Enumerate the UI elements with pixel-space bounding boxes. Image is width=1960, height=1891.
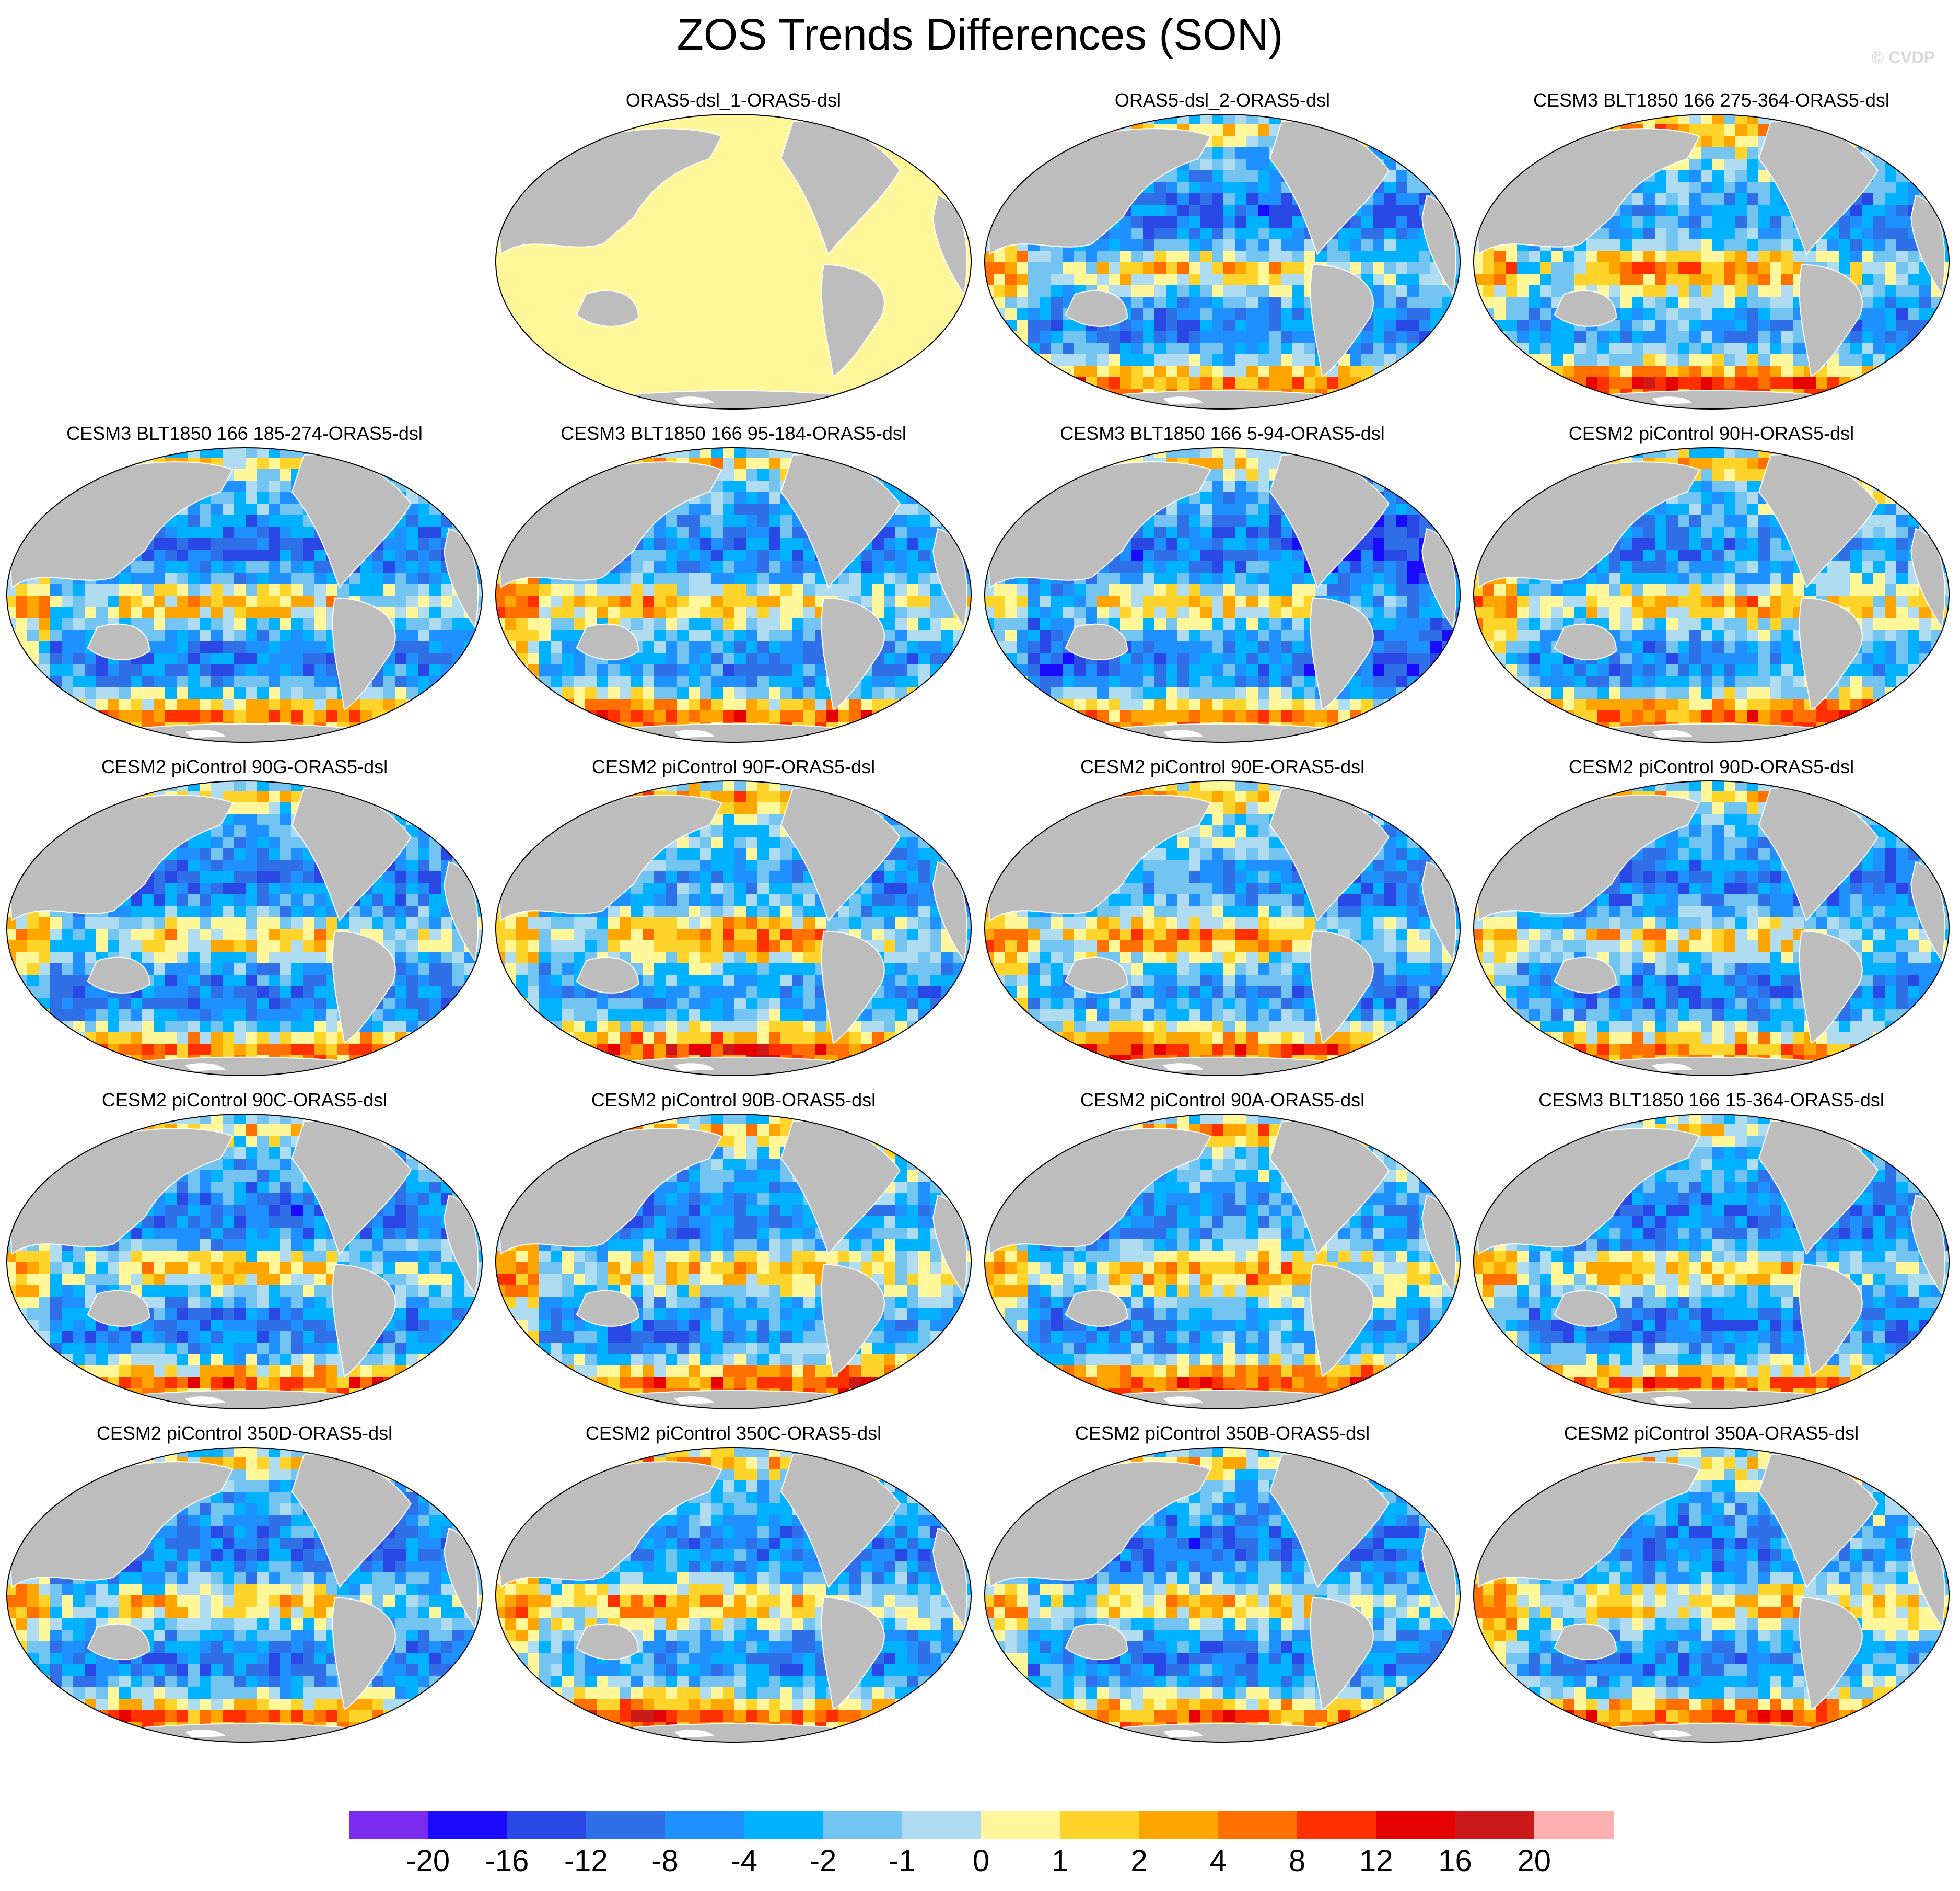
colorbar-tick-label: -4 xyxy=(730,1844,758,1878)
colorbar-box xyxy=(507,1811,587,1839)
colorbar-tick-label: -2 xyxy=(809,1844,837,1878)
map-panel: CESM2 piControl 350D-ORAS5-dsl xyxy=(0,1422,489,1746)
map-panel: CESM2 piControl 90G-ORAS5-dsl xyxy=(0,755,489,1079)
colorbar-box xyxy=(981,1811,1060,1839)
ocean-map xyxy=(6,447,483,743)
ocean-map xyxy=(1473,780,1950,1076)
map-panel: CESM2 piControl 90D-ORAS5-dsl xyxy=(1467,755,1956,1079)
panel-title: CESM3 BLT1850 166 5-94-ORAS5-dsl xyxy=(1060,423,1385,444)
map-panel: CESM2 piControl 90A-ORAS5-dsl xyxy=(978,1089,1467,1413)
ocean-map xyxy=(984,114,1461,410)
ocean-map xyxy=(495,1447,972,1743)
ocean-map xyxy=(495,447,972,743)
ocean-map xyxy=(495,1114,972,1409)
colorbar-tick-label: -20 xyxy=(406,1844,450,1878)
colorbar-box xyxy=(1139,1811,1219,1839)
colorbar-box xyxy=(902,1811,982,1839)
colorbar-box xyxy=(586,1811,666,1839)
ocean-map xyxy=(984,780,1461,1076)
colorbar-box xyxy=(823,1811,903,1839)
ocean-map xyxy=(1473,114,1950,410)
map-panel: CESM2 piControl 350C-ORAS5-dsl xyxy=(489,1422,978,1746)
ocean-map xyxy=(6,1447,483,1743)
ocean-map xyxy=(1473,1114,1950,1409)
ocean-map xyxy=(6,1114,483,1409)
colorbar-tick-label: -8 xyxy=(651,1844,679,1878)
colorbar-tick-label: -16 xyxy=(485,1844,529,1878)
colorbar-box xyxy=(1297,1811,1376,1839)
colorbar-tick-label: 16 xyxy=(1438,1844,1472,1878)
panel-title: ORAS5-dsl_1-ORAS5-dsl xyxy=(625,89,842,111)
colorbar-box xyxy=(1060,1811,1139,1839)
map-panel: CESM3 BLT1850 166 275-364-ORAS5-dsl xyxy=(1467,89,1956,413)
credit-watermark: © CVDP xyxy=(1871,48,1935,67)
colorbar-tick-label: -1 xyxy=(888,1844,916,1878)
colorbar-box xyxy=(1376,1811,1455,1839)
panel-title: CESM2 piControl 90F-ORAS5-dsl xyxy=(591,756,876,777)
panel-title: CESM3 BLT1850 166 95-184-ORAS5-dsl xyxy=(561,423,906,444)
map-panel: CESM2 piControl 90E-ORAS5-dsl xyxy=(978,755,1467,1079)
panel-title: CESM2 piControl 350C-ORAS5-dsl xyxy=(585,1422,882,1444)
colorbar-tick-label: 20 xyxy=(1517,1844,1551,1878)
colorbar-box xyxy=(1534,1811,1614,1839)
ocean-map xyxy=(6,780,483,1076)
panel-title: CESM3 BLT1850 166 275-364-ORAS5-dsl xyxy=(1533,89,1889,111)
panel-title: CESM3 BLT1850 166 15-364-ORAS5-dsl xyxy=(1538,1089,1884,1111)
map-panel: CESM2 piControl 90H-ORAS5-dsl xyxy=(1467,422,1956,746)
panel-title: CESM2 piControl 90G-ORAS5-dsl xyxy=(101,756,388,777)
colorbar-box xyxy=(744,1811,823,1839)
map-panel: CESM2 piControl 350A-ORAS5-dsl xyxy=(1467,1422,1956,1746)
panel-title: CESM2 piControl 90B-ORAS5-dsl xyxy=(591,1089,876,1111)
colorbar-tick-label: -12 xyxy=(564,1844,608,1878)
map-panel: CESM2 piControl 90B-ORAS5-dsl xyxy=(489,1089,978,1413)
panel-title: CESM2 piControl 350B-ORAS5-dsl xyxy=(1075,1422,1370,1444)
map-panel: CESM2 piControl 350B-ORAS5-dsl xyxy=(978,1422,1467,1746)
colorbar-tick-label: 2 xyxy=(1130,1844,1148,1878)
panel-title: CESM2 piControl 90C-ORAS5-dsl xyxy=(101,1089,388,1111)
figure-title: ZOS Trends Differences (SON) xyxy=(676,10,1284,59)
map-panel: ORAS5-dsl_2-ORAS5-dsl xyxy=(978,89,1467,413)
colorbar-box xyxy=(1455,1811,1535,1839)
panel-title: CESM2 piControl 90H-ORAS5-dsl xyxy=(1568,423,1854,444)
ocean-map xyxy=(984,1447,1461,1743)
ocean-map xyxy=(1473,1447,1950,1743)
ocean-map xyxy=(984,1114,1461,1409)
map-panel: CESM3 BLT1850 166 95-184-ORAS5-dsl xyxy=(489,422,978,746)
panel-title: CESM2 piControl 350D-ORAS5-dsl xyxy=(96,1422,393,1444)
ocean-map xyxy=(495,114,972,410)
colorbar-tick-label: 12 xyxy=(1359,1844,1393,1878)
ocean-map xyxy=(495,780,972,1076)
panel-title: CESM3 BLT1850 166 185-274-ORAS5-dsl xyxy=(66,423,423,444)
panel-title: CESM2 piControl 90A-ORAS5-dsl xyxy=(1080,1089,1365,1111)
colorbar-box xyxy=(1218,1811,1298,1839)
map-panel: CESM3 BLT1850 166 5-94-ORAS5-dsl xyxy=(978,422,1467,746)
map-panel: CESM2 piControl 90C-ORAS5-dsl xyxy=(0,1089,489,1413)
map-panel: CESM3 BLT1850 166 185-274-ORAS5-dsl xyxy=(0,422,489,746)
panel-title: ORAS5-dsl_2-ORAS5-dsl xyxy=(1114,89,1331,111)
panel-title: CESM2 piControl 90E-ORAS5-dsl xyxy=(1080,756,1365,777)
colorbar-tick-label: 1 xyxy=(1052,1844,1069,1878)
map-panel: CESM2 piControl 90F-ORAS5-dsl xyxy=(489,755,978,1079)
colorbar-tick-label: 0 xyxy=(972,1844,990,1878)
colorbar-tick-label: 4 xyxy=(1209,1844,1227,1878)
panel-title: CESM2 piControl 350A-ORAS5-dsl xyxy=(1564,1422,1859,1444)
colorbar-box xyxy=(349,1811,428,1839)
ocean-map xyxy=(984,447,1461,743)
colorbar-box xyxy=(665,1811,744,1839)
map-panel: CESM3 BLT1850 166 15-364-ORAS5-dsl xyxy=(1467,1089,1956,1413)
panel-title: CESM2 piControl 90D-ORAS5-dsl xyxy=(1568,756,1854,777)
colorbar xyxy=(349,1811,1614,1839)
map-panel: ORAS5-dsl_1-ORAS5-dsl xyxy=(489,89,978,413)
ocean-map xyxy=(1473,447,1950,743)
colorbar-box xyxy=(428,1811,507,1839)
colorbar-tick-label: 8 xyxy=(1288,1844,1306,1878)
